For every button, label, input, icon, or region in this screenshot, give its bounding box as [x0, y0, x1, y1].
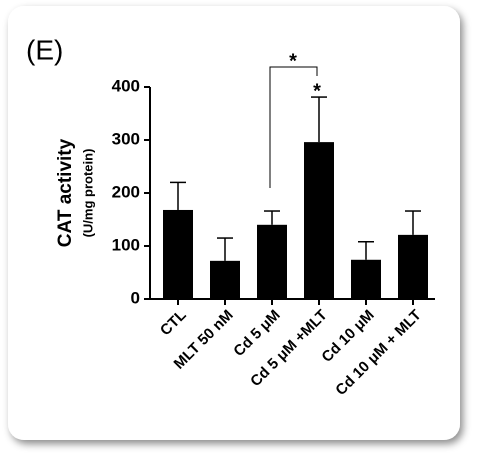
- y-tick-label: 200: [112, 182, 140, 201]
- y-tick-label: 400: [112, 76, 140, 95]
- y-axis-subtitle: (U/mg protein): [80, 149, 95, 238]
- significance-star: *: [289, 50, 297, 72]
- significance-bracket: [269, 66, 318, 188]
- y-tick-label: 0: [131, 288, 140, 307]
- y-axis-title: CAT activity: [55, 138, 76, 247]
- y-tick-label: 100: [112, 235, 140, 254]
- bar: [398, 234, 428, 299]
- bar: [257, 224, 287, 299]
- bar: [163, 209, 193, 299]
- significance-star: *: [313, 80, 321, 102]
- bar: [210, 260, 240, 299]
- panel-label: (E): [26, 34, 63, 65]
- bar: [304, 142, 334, 299]
- card: [8, 6, 460, 440]
- y-tick-label: 300: [112, 129, 140, 148]
- bar: [351, 259, 381, 299]
